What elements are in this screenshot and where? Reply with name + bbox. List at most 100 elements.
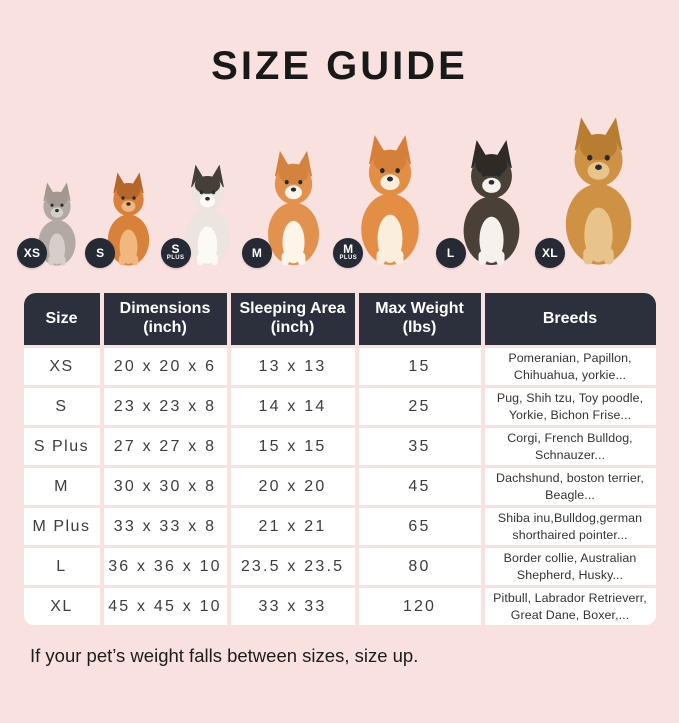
pet-corgi: M (241, 149, 336, 268)
chest (119, 229, 138, 264)
footer-note: If your pet’s weight falls between sizes… (30, 645, 419, 666)
col-header-max-weight: Max Weight (lbs) (358, 293, 481, 345)
chest (197, 226, 217, 264)
cell-max-weight: 25 (358, 388, 481, 425)
header-line: Size (45, 309, 78, 327)
cell-dimensions: 30 x 30 x 8 (103, 468, 227, 505)
golden-retriever-illustration (565, 117, 632, 265)
eye-right (211, 190, 215, 195)
badge-label: XS (23, 246, 41, 260)
french-bulldog-illustration (184, 164, 230, 266)
muzzle (284, 185, 302, 200)
paw-left (48, 256, 54, 266)
size-badge-l: L (435, 238, 466, 268)
page-title: SIZE GUIDE (211, 44, 468, 88)
head-patch (279, 163, 308, 185)
badge-label: L (446, 246, 455, 260)
pet-cat: XS (17, 181, 88, 268)
cell-max-weight: 65 (358, 508, 481, 545)
badge-label: XL (542, 246, 558, 260)
badge-sublabel: PLUS (166, 255, 185, 262)
size-badge-m: M (241, 238, 272, 268)
nose (290, 187, 297, 192)
size-badge-m-plus: M PLUS (333, 238, 364, 268)
chest (584, 207, 613, 263)
paw-left (119, 255, 126, 266)
head-patch (46, 191, 68, 207)
badge-label: M (343, 242, 354, 257)
chest (479, 216, 504, 263)
eye-right (496, 171, 501, 177)
cell-dimensions: 36 x 36 x 10 (103, 548, 227, 585)
col-header-size: Size (23, 293, 100, 345)
header-line: Sleeping Area (239, 300, 346, 318)
head-patch (475, 154, 507, 177)
eye-left (380, 168, 385, 174)
cell-size: L (23, 548, 100, 585)
paw-left (281, 252, 290, 266)
chest (48, 233, 66, 265)
cell-sleeping-area: 23.5 x 23.5 (230, 548, 355, 585)
paw-right (395, 250, 404, 265)
head-patch (194, 176, 220, 194)
cell-size: M Plus (23, 508, 100, 545)
head-patch (117, 183, 141, 200)
border-collie-illustration (463, 140, 520, 265)
shiba-inu-illustration (361, 135, 420, 265)
cell-sleeping-area: 15 x 15 (230, 428, 355, 465)
cell-breeds: Pitbull, Labrador Retrieverr, Great Dane… (484, 588, 656, 625)
paw-left (478, 250, 487, 265)
badge-sublabel: PLUS (339, 255, 358, 262)
chest (377, 214, 403, 263)
head-patch (373, 149, 407, 173)
pet-golden-retriever: XL (534, 115, 653, 268)
cell-sleeping-area: 21 x 21 (230, 508, 355, 545)
cell-size: S (23, 388, 100, 425)
head-patch (579, 134, 617, 161)
cell-sleeping-area: 14 x 14 (230, 388, 355, 425)
eye-right (60, 203, 64, 207)
nose (595, 164, 602, 170)
cell-size: XS (23, 348, 100, 385)
header-line: Breeds (542, 309, 598, 327)
badge-label: S (96, 246, 105, 260)
cell-sleeping-area: 20 x 20 (230, 468, 355, 505)
cell-size: M (23, 468, 100, 505)
cell-dimensions: 27 x 27 x 8 (103, 428, 227, 465)
cell-max-weight: 80 (358, 548, 481, 585)
pet-border-collie: L (435, 138, 538, 268)
cell-size: XL (23, 588, 100, 625)
cell-max-weight: 15 (358, 348, 481, 385)
eye-left (199, 190, 203, 195)
corgi-illustration (267, 150, 319, 266)
paw-right (60, 256, 66, 266)
header-line: Dimensions (119, 300, 211, 318)
chest (282, 220, 305, 264)
header-line: (inch) (270, 319, 315, 336)
badge-label: M (251, 246, 263, 260)
header-line: (inch) (143, 319, 187, 336)
size-badge-s: S (85, 238, 116, 268)
paw-right (603, 248, 614, 265)
paw-left (196, 254, 204, 266)
eye-left (50, 203, 54, 207)
pet-french-bulldog: S PLUS (160, 163, 245, 268)
eye-left (284, 179, 289, 185)
nose (126, 202, 131, 206)
cell-breeds: Pug, Shih tzu, Toy poodle, Yorkie, Bicho… (484, 388, 656, 425)
muzzle (50, 207, 64, 218)
size-guide-table: Size Dimensions (inch) Sleeping Area (in… (23, 293, 656, 625)
nose (204, 196, 210, 201)
badge-label: S (171, 242, 180, 257)
eye-left (121, 196, 125, 200)
paw-left (583, 248, 594, 265)
size-badge-xl: XL (534, 238, 565, 268)
cell-max-weight: 45 (358, 468, 481, 505)
col-header-breeds: Breeds (484, 293, 656, 345)
cell-size: S Plus (23, 428, 100, 465)
size-badge-s-plus: S PLUS (160, 238, 191, 268)
cell-breeds: Corgi, French Bulldog, Schnauzer... (484, 428, 656, 465)
cell-breeds: Pomeranian, Papillon, Chihuahua, yorkie.… (484, 348, 656, 385)
size-badge-xs: XS (17, 238, 47, 268)
muzzle (121, 200, 136, 212)
